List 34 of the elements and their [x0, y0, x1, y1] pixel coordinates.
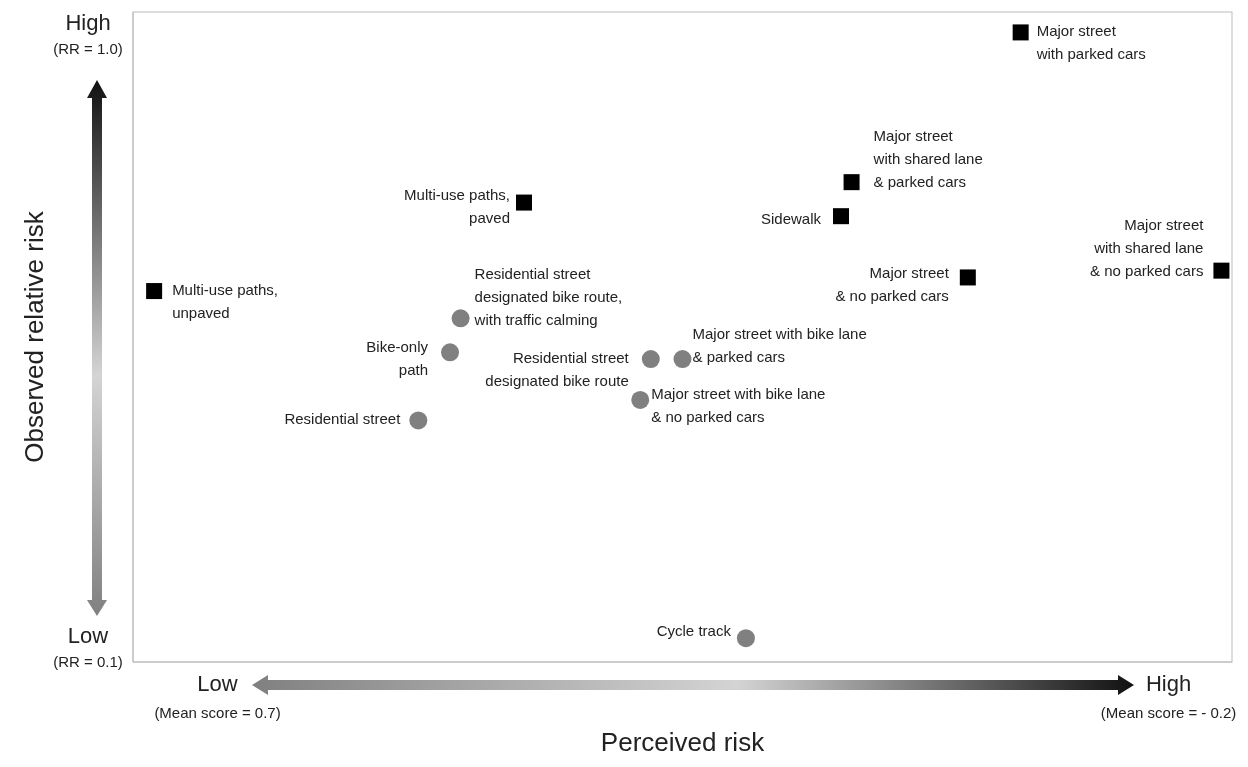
point [1213, 262, 1230, 279]
annotation: Major street with parked cars [1035, 22, 1146, 63]
annotation: Major street with shared lane & no parked cars [1090, 215, 1205, 279]
point [146, 283, 163, 300]
annotation: Multi-use paths, paved [404, 185, 510, 226]
annotation: Major street & no parked cars [835, 264, 950, 305]
x-tick-label: Low (Mean score = 0.7) [154, 670, 281, 721]
y-tick-label: Low (RR = 0.1) [53, 622, 123, 670]
annotation: Multi-use paths, unpaved [172, 281, 279, 322]
point [515, 194, 532, 211]
annotation: Major street with bike lane & parked cars [692, 325, 867, 366]
annotation: Residential street [284, 410, 402, 428]
point [409, 411, 428, 430]
annotation: Bike-only path [366, 338, 429, 379]
point [736, 629, 755, 648]
point [451, 309, 470, 328]
annotation: Major street with bike lane & no parked cars [651, 384, 826, 425]
point [1012, 24, 1029, 41]
point [631, 390, 650, 409]
annotation: Cycle track [656, 622, 732, 640]
point [673, 350, 692, 369]
point [843, 174, 860, 191]
y-tick-label: High (RR = 1.0) [53, 10, 123, 58]
x-axis-title: Perceived risk [600, 726, 766, 757]
annotation: Residential street designated bike route [485, 349, 630, 390]
y-axis-title: Observed relative risk [18, 210, 49, 463]
annotation: Residential street designated bike route, with traffic calming [473, 265, 623, 329]
point [959, 269, 976, 286]
point [833, 208, 850, 225]
annotation: Sidewalk [760, 210, 822, 228]
point [641, 350, 660, 369]
x-tick-label: High (Mean score = - 0.2) [1100, 670, 1237, 721]
point [441, 343, 460, 362]
annotation: Major street with shared lane & parked cars [872, 127, 983, 191]
